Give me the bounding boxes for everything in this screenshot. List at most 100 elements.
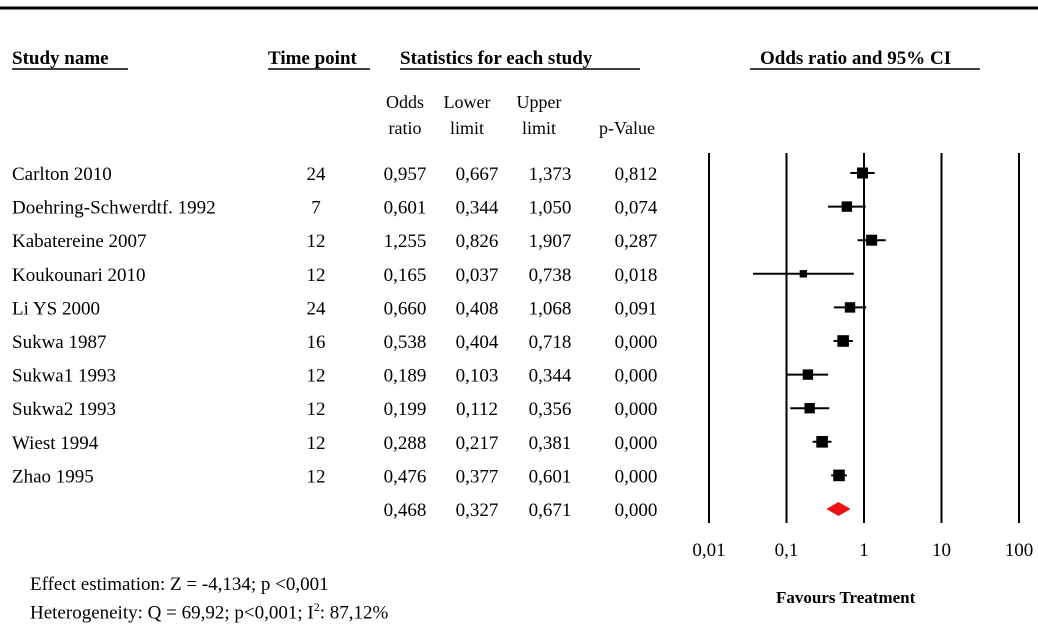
odds-ratio-value: 0,165 xyxy=(384,265,427,286)
lower-limit-value: 0,408 xyxy=(456,298,499,319)
upper-limit-value: 0,738 xyxy=(529,265,572,286)
p-value: 0,000 xyxy=(615,366,658,387)
point-estimate xyxy=(837,335,849,347)
time-point-value: 12 xyxy=(307,265,326,286)
upper-limit-value: 1,907 xyxy=(529,231,572,252)
odds-ratio-value: 0,476 xyxy=(384,466,427,487)
time-point-value: 24 xyxy=(307,164,327,185)
study-name: Sukwa1 1993 xyxy=(12,366,116,387)
subheader-lower-limit-l2: limit xyxy=(450,118,484,138)
odds-ratio-value: 0,288 xyxy=(384,433,427,454)
lower-limit-value: 0,404 xyxy=(456,332,499,353)
x-tick-label: 0,01 xyxy=(692,540,725,561)
study-table: Carlton 2010 24 0,957 0,667 1,373 0,812 Doehri… xyxy=(12,164,658,521)
heterogeneity: Heterogeneity: Q = 69,92; p<0,001; I2: 8… xyxy=(30,600,388,624)
header-study-name: Study name xyxy=(12,48,109,69)
odds-ratio-value: 0,189 xyxy=(384,366,427,387)
study-name: Sukwa 1987 xyxy=(12,332,106,353)
table-row: Sukwa1 1993 12 0,189 0,103 0,344 0,000 xyxy=(12,366,657,387)
table-row: Kabatereine 2007 12 1,255 0,826 1,907 0,287 xyxy=(12,231,657,252)
time-point-value: 12 xyxy=(307,399,326,420)
odds-ratio-value: 0,199 xyxy=(384,399,427,420)
header-or-ci: Odds ratio and 95% CI xyxy=(760,48,951,69)
summary-upper-limit: 0,671 xyxy=(529,500,572,521)
lower-limit-value: 0,112 xyxy=(456,399,498,420)
header-time-point: Time point xyxy=(268,48,358,69)
table-row: Koukounari 2010 12 0,165 0,037 0,738 0,018 xyxy=(12,265,657,286)
subheader-upper-limit-l2: limit xyxy=(522,118,556,138)
point-estimate xyxy=(802,369,814,380)
heterogeneity-prefix: Heterogeneity: Q = 69,92; p<0,001; I xyxy=(30,602,314,624)
subheader-p-value: p-Value xyxy=(599,118,655,138)
point-estimate xyxy=(844,302,856,313)
point-estimate xyxy=(816,436,828,448)
favours-treatment-label: Favours Treatment xyxy=(776,588,916,607)
table-row: Sukwa2 1993 12 0,199 0,112 0,356 0,000 xyxy=(12,399,657,420)
p-value: 0,000 xyxy=(615,332,658,353)
point-estimate xyxy=(804,403,815,414)
upper-limit-value: 0,601 xyxy=(529,466,572,487)
heterogeneity-sup: 2 xyxy=(313,600,320,614)
point-estimate xyxy=(841,201,853,212)
study-name: Wiest 1994 xyxy=(12,433,99,454)
summary-diamond xyxy=(826,502,851,516)
p-value: 0,018 xyxy=(615,265,658,286)
summary-lower-limit: 0,327 xyxy=(456,500,499,521)
lower-limit-value: 0,826 xyxy=(456,231,499,252)
subheader-odds-ratio-l2: ratio xyxy=(389,118,422,138)
odds-ratio-value: 1,255 xyxy=(384,231,427,252)
study-name: Koukounari 2010 xyxy=(12,265,146,286)
lower-limit-value: 0,377 xyxy=(456,466,499,487)
summary-row: 0,468 0,327 0,671 0,000 xyxy=(384,500,658,521)
upper-limit-value: 1,050 xyxy=(529,198,572,219)
odds-ratio-value: 0,538 xyxy=(384,332,427,353)
p-value: 0,074 xyxy=(615,198,658,219)
p-value: 0,000 xyxy=(615,466,658,487)
x-tick-label: 1 xyxy=(859,540,869,561)
p-value: 0,000 xyxy=(615,433,658,454)
x-tick-label: 10 xyxy=(932,540,951,561)
study-marker xyxy=(753,270,854,278)
upper-limit-value: 0,356 xyxy=(529,399,572,420)
table-row: Carlton 2010 24 0,957 0,667 1,373 0,812 xyxy=(12,164,657,185)
lower-limit-value: 0,217 xyxy=(456,433,499,454)
subheader-odds-ratio-l1: Odds xyxy=(386,92,424,112)
lower-limit-value: 0,344 xyxy=(456,198,499,219)
study-name: Sukwa2 1993 xyxy=(12,399,116,420)
study-name: Zhao 1995 xyxy=(12,466,94,487)
lower-limit-value: 0,037 xyxy=(456,265,499,286)
study-name: Doehring-Schwerdtf. 1992 xyxy=(12,198,216,219)
odds-ratio-value: 0,957 xyxy=(384,164,427,185)
subheader-row: Odds ratio Lower limit Upper limit p-Val… xyxy=(386,92,655,138)
summary-p-value: 0,000 xyxy=(615,500,658,521)
odds-ratio-value: 0,660 xyxy=(384,298,427,319)
point-estimate xyxy=(799,270,808,278)
study-name: Kabatereine 2007 xyxy=(12,231,147,252)
time-point-value: 7 xyxy=(311,198,321,219)
p-value: 0,000 xyxy=(615,399,658,420)
upper-limit-value: 0,344 xyxy=(529,366,572,387)
p-value: 0,091 xyxy=(615,298,658,319)
header-row: Study name Time point Statistics for eac… xyxy=(12,48,980,70)
time-point-value: 16 xyxy=(307,332,326,353)
point-estimate xyxy=(866,234,878,246)
subheader-upper-limit-l1: Upper xyxy=(517,92,562,112)
time-point-value: 12 xyxy=(307,433,326,454)
summary-odds-ratio: 0,468 xyxy=(384,500,427,521)
header-statistics: Statistics for each study xyxy=(400,48,593,69)
subheader-lower-limit-l1: Lower xyxy=(444,92,491,112)
plot-area: 0,01 0,1 1 10 100 xyxy=(692,153,1033,561)
table-row: Li YS 2000 24 0,660 0,408 1,068 0,091 xyxy=(12,298,657,319)
table-row: Zhao 1995 12 0,476 0,377 0,601 0,000 xyxy=(12,466,657,487)
time-point-value: 12 xyxy=(307,466,326,487)
study-marker xyxy=(828,201,866,212)
table-row: Doehring-Schwerdtf. 1992 7 0,601 0,344 1,050… xyxy=(12,198,658,219)
odds-ratio-value: 0,601 xyxy=(384,198,427,219)
upper-limit-value: 1,373 xyxy=(529,164,572,185)
x-tick-label: 100 xyxy=(1005,540,1034,561)
time-point-value: 12 xyxy=(307,366,326,387)
upper-limit-value: 0,381 xyxy=(529,433,572,454)
p-value: 0,812 xyxy=(615,164,658,185)
study-marker xyxy=(857,234,886,246)
